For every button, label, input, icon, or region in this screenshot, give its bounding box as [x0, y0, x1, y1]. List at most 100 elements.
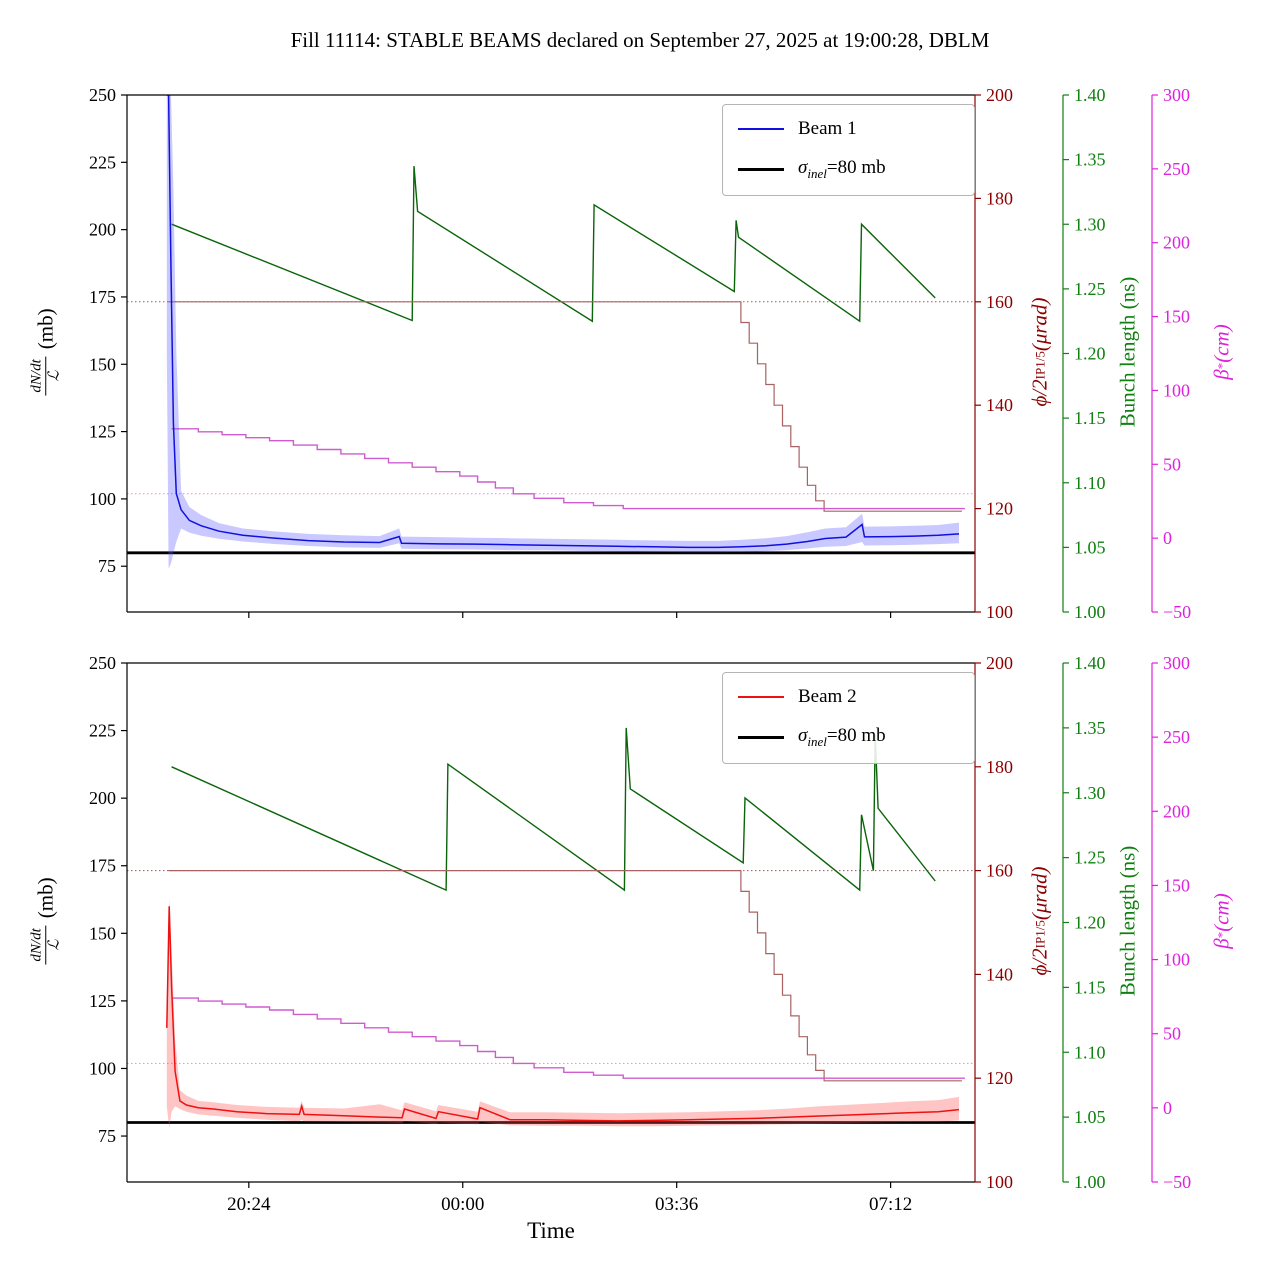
legend-beam2-label: Beam 2	[798, 686, 857, 707]
svg-text:75: 75	[98, 1126, 116, 1146]
left-axis-label-top: dN/dt ℒ (mb)	[28, 308, 64, 396]
legend-beam1-label: Beam 1	[798, 118, 857, 139]
svg-text:1.10: 1.10	[1074, 473, 1106, 493]
svg-text:1.05: 1.05	[1074, 1107, 1106, 1127]
beam2-panel-axes: 75 100 125 150 175 200 225 250 100 120 140 160 180 20…	[89, 653, 1191, 1215]
crossing-axis-label-top: ϕ/2 IP1/5 (μrad)	[1027, 297, 1052, 407]
svg-text:0: 0	[1163, 528, 1172, 548]
beam1-line-sample	[738, 128, 784, 130]
svg-text:50: 50	[1163, 1024, 1181, 1044]
svg-text:160: 160	[986, 292, 1013, 312]
svg-text:225: 225	[89, 721, 116, 741]
svg-text:125: 125	[89, 422, 116, 442]
svg-text:225: 225	[89, 152, 116, 172]
legend-sigma-label: σinel=80 mb	[798, 157, 886, 181]
left-axis-fraction: dN/dt ℒ	[28, 356, 64, 396]
figure-title: Fill 11114: STABLE BEAMS declared on Sep…	[290, 28, 990, 52]
svg-text:200: 200	[986, 85, 1013, 105]
svg-text:125: 125	[89, 991, 116, 1011]
svg-text:50: 50	[1163, 454, 1181, 474]
beta-axis-label-bottom: β * (cm)	[1209, 893, 1234, 949]
svg-text:1.00: 1.00	[1074, 1172, 1106, 1192]
svg-text:200: 200	[1163, 801, 1190, 821]
legend-sigma-label: σinel=80 mb	[798, 725, 886, 749]
sigma-line-sample	[738, 735, 784, 739]
svg-text:1.40: 1.40	[1074, 653, 1106, 673]
bunch-axis-label-top: Bunch length (ns)	[1115, 276, 1140, 428]
beta-star	[171, 428, 965, 510]
svg-text:−50: −50	[1163, 1172, 1191, 1192]
svg-text:200: 200	[986, 653, 1013, 673]
svg-text:200: 200	[1163, 233, 1190, 253]
svg-text:1.15: 1.15	[1074, 977, 1106, 997]
svg-text:1.40: 1.40	[1074, 85, 1106, 105]
svg-text:160: 160	[986, 861, 1013, 881]
beam1-rate	[166, 95, 960, 549]
svg-text:120: 120	[986, 499, 1013, 519]
svg-text:175: 175	[89, 287, 116, 307]
beta-star	[171, 997, 965, 1079]
bunch-axis-label-bottom: Bunch length (ns)	[1115, 845, 1140, 997]
svg-text:150: 150	[1163, 875, 1190, 895]
beam2-rate-band	[166, 898, 960, 1128]
svg-text:180: 180	[986, 188, 1013, 208]
svg-text:1.25: 1.25	[1074, 848, 1106, 868]
beam2-rate	[166, 906, 960, 1122]
svg-text:175: 175	[89, 856, 116, 876]
svg-text:150: 150	[89, 923, 116, 943]
svg-text:1.20: 1.20	[1074, 344, 1106, 364]
svg-text:75: 75	[98, 556, 116, 576]
legend-beam1: Beam 1 σinel=80 mb	[722, 104, 975, 196]
svg-text:1.00: 1.00	[1074, 602, 1106, 622]
bunch-length	[171, 166, 936, 323]
svg-text:250: 250	[1163, 727, 1190, 747]
svg-text:0: 0	[1163, 1098, 1172, 1118]
svg-text:250: 250	[89, 653, 116, 673]
beta-axis-label-top: β * (cm)	[1209, 324, 1234, 380]
svg-text:1.15: 1.15	[1074, 408, 1106, 428]
svg-text:140: 140	[986, 395, 1013, 415]
svg-text:1.35: 1.35	[1074, 718, 1106, 738]
crossing-angle	[168, 301, 962, 512]
left-axis-fraction: dN/dt ℒ	[28, 925, 64, 965]
left-axis-label-bottom: dN/dt ℒ (mb)	[28, 877, 64, 965]
svg-text:20:24: 20:24	[227, 1194, 271, 1215]
svg-text:1.35: 1.35	[1074, 150, 1106, 170]
legend-entry-sigma: σinel=80 mb	[738, 157, 966, 182]
svg-text:100: 100	[986, 602, 1013, 622]
svg-text:07:12: 07:12	[869, 1194, 912, 1215]
legend-entry-beam2: Beam 2	[738, 686, 966, 708]
svg-text:140: 140	[986, 964, 1013, 984]
svg-text:1.10: 1.10	[1074, 1042, 1106, 1062]
svg-text:120: 120	[986, 1068, 1013, 1088]
svg-text:200: 200	[89, 220, 116, 240]
svg-text:03:36: 03:36	[655, 1194, 698, 1215]
svg-text:250: 250	[89, 85, 116, 105]
svg-text:1.30: 1.30	[1074, 214, 1106, 234]
legend-entry-sigma: σinel=80 mb	[738, 725, 966, 750]
sigma-line-sample	[738, 167, 784, 171]
svg-text:1.05: 1.05	[1074, 537, 1106, 557]
svg-text:150: 150	[1163, 307, 1190, 327]
svg-text:150: 150	[89, 354, 116, 374]
svg-text:1.25: 1.25	[1074, 279, 1106, 299]
svg-text:100: 100	[89, 1058, 116, 1078]
svg-text:300: 300	[1163, 653, 1190, 673]
beam1-panel-axes: 75 100 125 150 175 200 225 250 100 120 140 160 180 20…	[89, 85, 1191, 622]
crossing-angle	[168, 870, 962, 1082]
svg-text:180: 180	[986, 757, 1013, 777]
x-axis-label: Time	[527, 1218, 575, 1243]
svg-text:−50: −50	[1163, 602, 1191, 622]
svg-text:200: 200	[89, 788, 116, 808]
beam2-panel-series	[127, 727, 975, 1128]
svg-text:100: 100	[986, 1172, 1013, 1192]
svg-text:300: 300	[1163, 85, 1190, 105]
crossing-axis-label-bottom: ϕ/2 IP1/5 (μrad)	[1027, 866, 1052, 976]
svg-text:100: 100	[1163, 950, 1190, 970]
svg-text:1.20: 1.20	[1074, 913, 1106, 933]
beam1-panel-series	[127, 95, 975, 569]
legend-entry-beam1: Beam 1	[738, 118, 966, 140]
svg-text:1.30: 1.30	[1074, 783, 1106, 803]
